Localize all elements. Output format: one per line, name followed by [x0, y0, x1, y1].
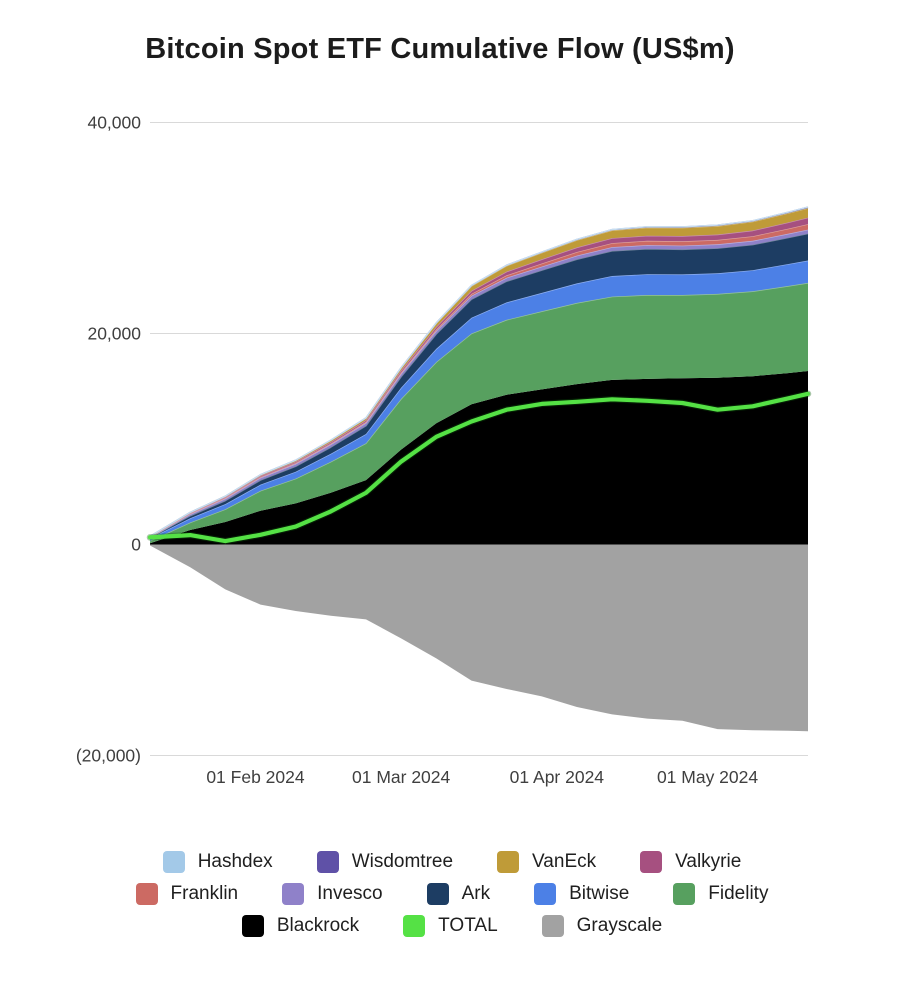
- legend-label-valkyrie: Valkyrie: [675, 851, 742, 872]
- bitwise-swatch-icon: [534, 883, 557, 905]
- y-tick-label: 20,000: [87, 324, 141, 344]
- legend-item-bitwise: Bitwise: [534, 883, 629, 905]
- legend-label-grayscale: Grayscale: [576, 915, 663, 936]
- legend-item-total: TOTAL: [403, 915, 498, 937]
- legend-item-valkyrie: Valkyrie: [640, 851, 741, 873]
- legend-item-invesco: Invesco: [282, 883, 383, 905]
- legend-item-ark: Ark: [426, 883, 491, 905]
- valkyrie-swatch-icon: [640, 851, 663, 873]
- area-ark: [150, 233, 808, 539]
- x-tick-label: 01 Apr 2024: [510, 767, 605, 787]
- legend-row-3: Blackrock TOTAL Grayscale: [0, 910, 904, 942]
- legend-row-2: Franklin Invesco Ark Bitwise Fidelity: [0, 878, 904, 910]
- chart-title: Bitcoin Spot ETF Cumulative Flow (US$m): [145, 33, 735, 65]
- total-line: [147, 391, 811, 544]
- y-tick-label: 0: [131, 535, 141, 555]
- legend-label-blackrock: Blackrock: [276, 915, 360, 936]
- invesco-swatch-icon: [282, 883, 305, 905]
- wisdomtree-swatch-icon: [316, 851, 339, 873]
- grayscale-swatch-icon: [541, 915, 564, 937]
- legend-item-vaneck: VanEck: [497, 851, 596, 873]
- area-grayscale: [150, 544, 808, 732]
- legend-item-grayscale: Grayscale: [541, 915, 663, 937]
- y-tick-label: 40,000: [87, 113, 141, 133]
- x-tick-label: 01 Feb 2024: [206, 767, 305, 787]
- area-bitwise: [150, 260, 808, 541]
- legend-item-hashdex: Hashdex: [162, 851, 273, 873]
- legend-label-invesco: Invesco: [317, 883, 383, 904]
- area-fidelity: [150, 282, 808, 544]
- legend-label-wisdomtree: Wisdomtree: [351, 851, 454, 872]
- legend-label-total: TOTAL: [438, 915, 498, 936]
- legend-label-ark: Ark: [461, 883, 491, 904]
- x-tick-label: 01 Mar 2024: [352, 767, 451, 787]
- total-swatch-icon: [403, 915, 426, 937]
- y-tick-label: (20,000): [76, 746, 141, 766]
- fidelity-swatch-icon: [673, 883, 696, 905]
- x-tick-label: 01 May 2024: [657, 767, 758, 787]
- ark-swatch-icon: [426, 883, 449, 905]
- legend-item-blackrock: Blackrock: [241, 915, 360, 937]
- area-blackrock: [150, 371, 808, 545]
- legend-label-franklin: Franklin: [170, 883, 239, 904]
- area-edge-hashdex: [149, 206, 809, 538]
- chart-legend: Hashdex Wisdomtree VanEck Valkyrie Franklin I…: [0, 846, 904, 942]
- legend-item-wisdomtree: Wisdomtree: [316, 851, 454, 873]
- legend-item-franklin: Franklin: [135, 883, 239, 905]
- hashdex-swatch-icon: [162, 851, 185, 873]
- legend-label-hashdex: Hashdex: [197, 851, 273, 872]
- cumulative-flow-chart: 40,000 20,000 0 (20,000) 01 Feb 2024 01 Mar 2…: [76, 113, 812, 787]
- legend-label-vaneck: VanEck: [532, 851, 597, 872]
- blackrock-swatch-icon: [241, 915, 264, 937]
- vaneck-swatch-icon: [497, 851, 520, 873]
- legend-row-1: Hashdex Wisdomtree VanEck Valkyrie: [0, 846, 904, 878]
- legend-label-bitwise: Bitwise: [569, 883, 630, 904]
- franklin-swatch-icon: [135, 883, 158, 905]
- legend-label-fidelity: Fidelity: [708, 883, 769, 904]
- legend-item-fidelity: Fidelity: [673, 883, 768, 905]
